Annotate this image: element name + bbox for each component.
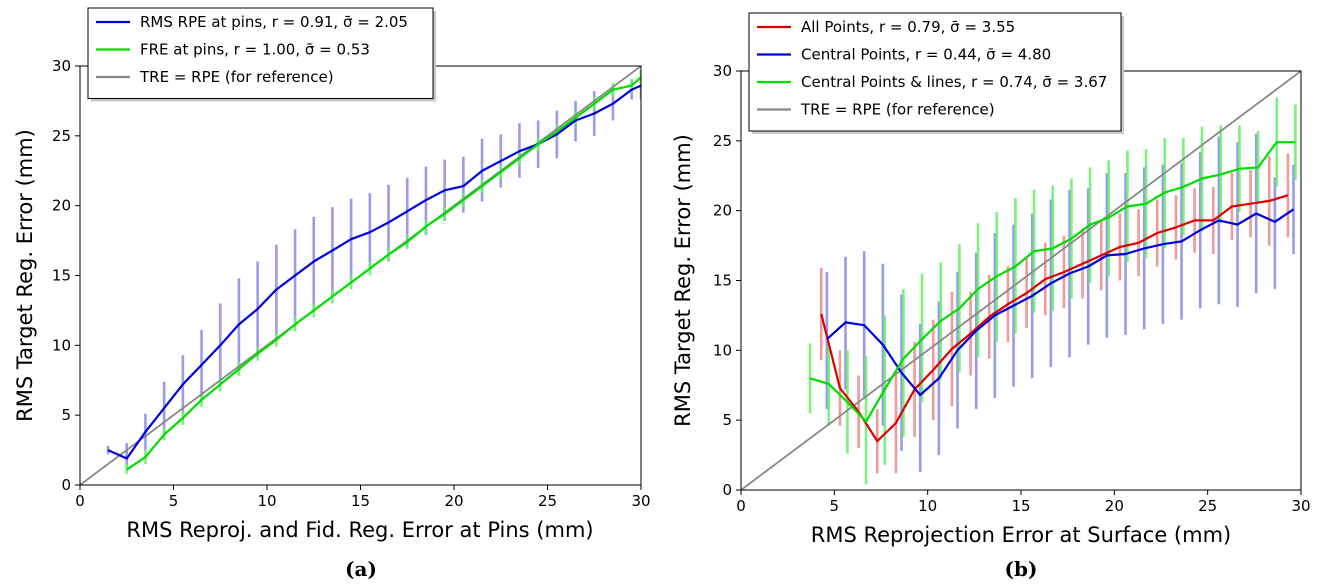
series-line-2 xyxy=(126,76,641,471)
y-tick-label: 10 xyxy=(713,341,732,359)
y-tick-label: 5 xyxy=(722,411,732,429)
legend-label-1: All Points, r = 0.79, σ̄ = 3.55 xyxy=(801,18,1015,36)
x-axis-label: RMS Reprojection Error at Surface (mm) xyxy=(811,523,1231,547)
y-tick-label: 5 xyxy=(61,406,71,424)
legend-label-3: Central Points & lines, r = 0.74, σ̄ = 3… xyxy=(801,73,1107,91)
panel-caption: (a) xyxy=(345,557,377,581)
legend-box xyxy=(87,7,434,99)
series-line-3 xyxy=(809,141,1296,423)
x-tick-label: 0 xyxy=(75,492,85,510)
x-tick-label: 25 xyxy=(1198,497,1217,515)
y-tick-label: 15 xyxy=(713,272,732,290)
legend-label-1: RMS RPE at pins, r = 0.91, σ̄ = 2.05 xyxy=(140,13,408,31)
y-tick-label: 10 xyxy=(52,336,71,354)
x-tick-label: 0 xyxy=(736,497,746,515)
y-axis-label: RMS Target Reg. Error (mm) xyxy=(671,134,695,427)
y-tick-label: 20 xyxy=(713,202,732,220)
x-tick-label: 20 xyxy=(444,492,463,510)
plot-area xyxy=(80,66,641,485)
x-tick-label: 30 xyxy=(1291,497,1310,515)
y-tick-label: 20 xyxy=(52,197,71,215)
legend-label-2: FRE at pins, r = 1.00, σ̄ = 0.53 xyxy=(140,41,370,59)
y-tick-label: 25 xyxy=(52,127,71,145)
x-tick-label: 30 xyxy=(631,492,650,510)
legend-label-2: Central Points, r = 0.44, σ̄ = 4.80 xyxy=(801,46,1051,64)
x-tick-label: 10 xyxy=(257,492,276,510)
chart-panel-2: 0 5 10 15 20 25 30 0 5 10 15 20 25 30 RMS Reprojection… xyxy=(671,12,1311,581)
y-tick-label: 15 xyxy=(52,267,71,285)
x-tick-label: 15 xyxy=(351,492,370,510)
series-line-2 xyxy=(826,208,1295,397)
chart-panel-1: 0 5 10 15 20 25 30 0 5 10 15 20 25 30 RMS Reproj. and … xyxy=(13,7,651,581)
panel-caption: (b) xyxy=(1005,557,1038,581)
y-tick-label: 30 xyxy=(713,62,732,80)
legend-label-3: TRE = RPE (for reference) xyxy=(139,68,334,86)
y-tick-label: 30 xyxy=(52,57,71,75)
y-tick-label: 0 xyxy=(61,476,71,494)
legend-box xyxy=(748,12,1122,132)
x-tick-label: 20 xyxy=(1105,497,1124,515)
series-line-1 xyxy=(820,194,1289,443)
legend-label-4: TRE = RPE (for reference) xyxy=(800,101,995,119)
x-tick-label: 5 xyxy=(830,497,840,515)
series-line-1 xyxy=(107,84,641,460)
series-line-4 xyxy=(741,71,1301,490)
y-tick-label: 25 xyxy=(713,132,732,150)
y-tick-label: 0 xyxy=(722,481,732,499)
x-axis-label: RMS Reproj. and Fid. Reg. Error at Pins … xyxy=(126,518,593,542)
x-tick-label: 10 xyxy=(918,497,937,515)
x-tick-label: 15 xyxy=(1011,497,1030,515)
y-axis-label: RMS Target Reg. Error (mm) xyxy=(13,129,37,422)
x-tick-label: 5 xyxy=(169,492,179,510)
plot-area xyxy=(741,71,1301,490)
x-tick-label: 25 xyxy=(538,492,557,510)
